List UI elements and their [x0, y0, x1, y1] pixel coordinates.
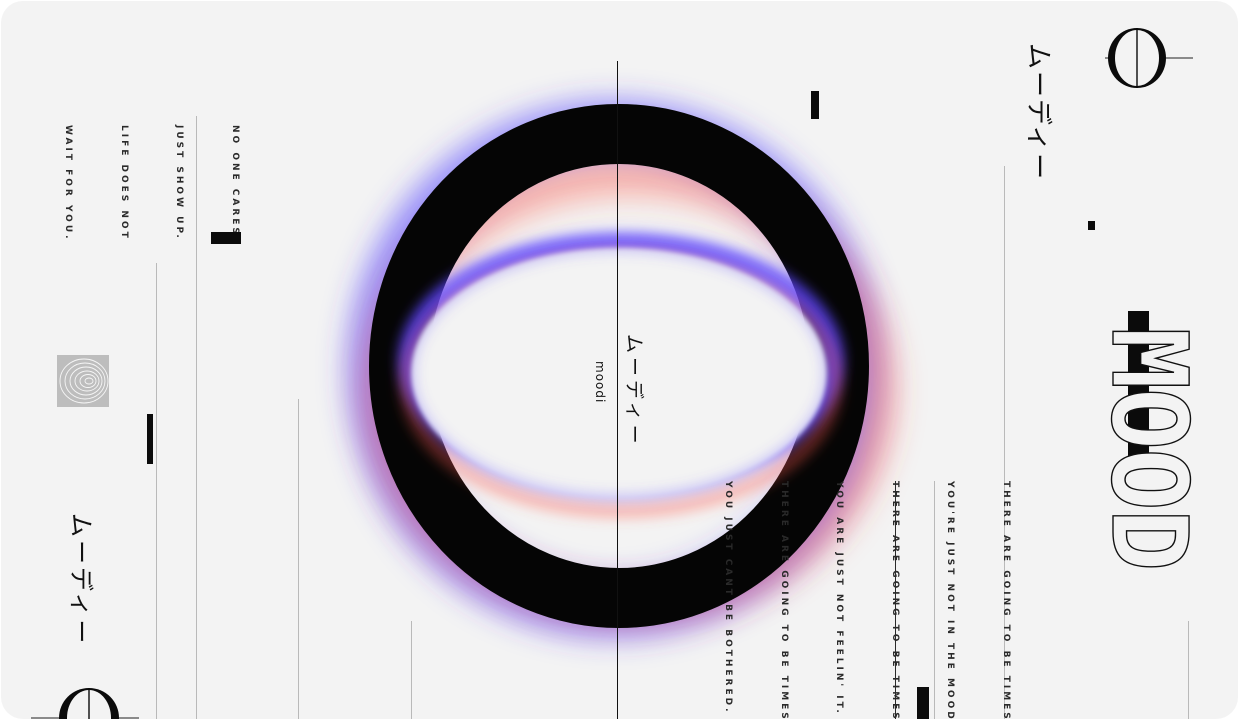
accent-block [147, 414, 153, 464]
accent-block [211, 232, 241, 244]
left-quote-line: JUST SHOW UP. [174, 125, 185, 241]
right-quote-line: YOU ARE JUST NOT FEELIN' IT. [834, 481, 845, 716]
divider-line [411, 621, 412, 719]
left-quote-line: WAIT FOR YOU. [63, 125, 74, 242]
wordmark-bar [1128, 311, 1149, 461]
right-quote: THERE ARE GOING TO BE TIMES YOU'RE JUST … [682, 481, 1052, 719]
moon-logo-icon [31, 688, 139, 719]
right-quote-line: YOU JUST CANT BE BOTHERED. [723, 481, 734, 715]
center-title-kana: ムーディー [623, 334, 645, 448]
divider-line [298, 399, 299, 719]
left-quote-line: LIFE DOES NOT [119, 125, 129, 241]
right-quote-line: YOU'RE JUST NOT IN THE MOOD. [945, 481, 956, 719]
right-quote-line: THERE ARE GOING TO BE TIMES [890, 481, 900, 719]
divider-line [196, 116, 197, 719]
accent-block [917, 687, 929, 719]
moon-logo-icon [1105, 28, 1193, 88]
center-axis-line [617, 61, 618, 719]
contour-thumbnail-icon [57, 355, 109, 407]
divider-line [1188, 621, 1189, 719]
divider-line [934, 481, 935, 719]
divider-line [1004, 166, 1005, 719]
corner-title-kana: ムーディー [1023, 43, 1053, 182]
side-title-kana: ムーディー [67, 513, 95, 647]
right-quote-line: THERE ARE GOING TO BE TIMES [779, 481, 789, 719]
left-quote: NO ONE CARES. JUST SHOW UP. LIFE DOES NO… [22, 125, 281, 243]
outline-wordmark: MOOD [1087, 326, 1210, 570]
right-quote-line: THERE ARE GOING TO BE TIMES [1001, 481, 1011, 719]
left-quote-line: NO ONE CARES. [230, 125, 240, 244]
ring-artwork [347, 100, 897, 638]
accent-block [1088, 221, 1095, 230]
center-title-romaji: moodi [593, 361, 607, 404]
accent-block [811, 91, 819, 119]
divider-line [156, 263, 157, 719]
